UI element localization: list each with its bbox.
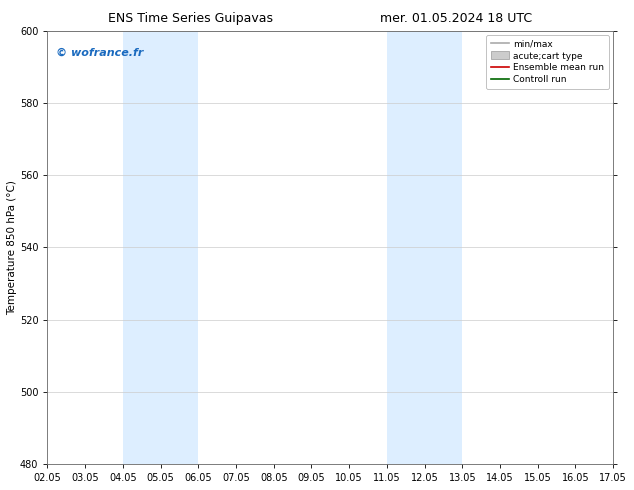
Text: © wofrance.fr: © wofrance.fr	[56, 48, 143, 58]
Legend: min/max, acute;cart type, Ensemble mean run, Controll run: min/max, acute;cart type, Ensemble mean …	[486, 35, 609, 89]
Bar	[425, 30, 462, 464]
Bar	[160, 30, 198, 464]
Bar	[123, 30, 160, 464]
Y-axis label: Temperature 850 hPa (°C): Temperature 850 hPa (°C)	[7, 180, 17, 315]
Text: mer. 01.05.2024 18 UTC: mer. 01.05.2024 18 UTC	[380, 12, 533, 25]
Bar	[387, 30, 425, 464]
Text: ENS Time Series Guipavas: ENS Time Series Guipavas	[108, 12, 273, 25]
